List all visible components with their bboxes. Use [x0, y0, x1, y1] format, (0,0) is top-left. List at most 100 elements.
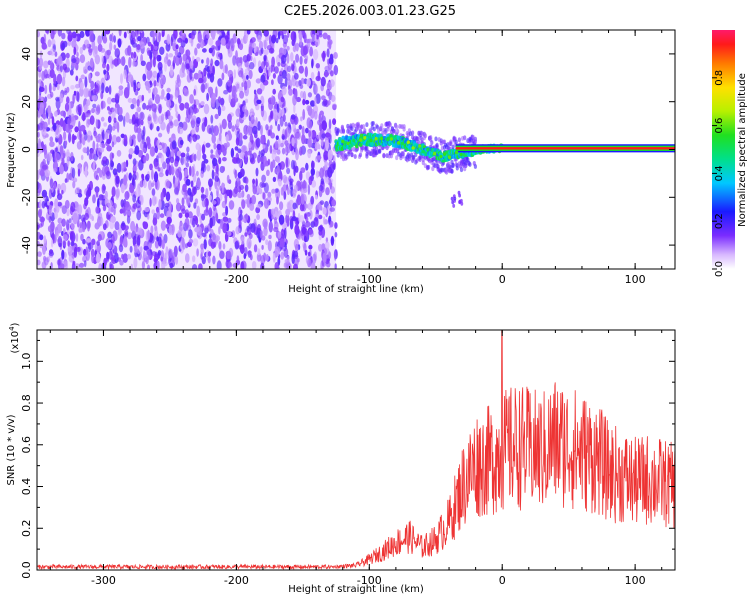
signal-tail	[460, 201, 464, 206]
signal-halo	[378, 148, 382, 154]
noise-cell	[70, 85, 75, 90]
noise-cell	[216, 260, 222, 269]
noise-cell	[301, 30, 305, 36]
noise-cell	[122, 176, 128, 185]
noise-cell	[128, 118, 133, 124]
noise-cell	[176, 74, 181, 84]
signal-halo	[396, 129, 400, 134]
noise-cell	[188, 106, 194, 116]
noise-cell	[64, 102, 70, 112]
noise-cell	[96, 221, 100, 229]
noise-cell	[173, 30, 178, 40]
noise-cell	[174, 160, 179, 167]
noise-cell	[256, 203, 262, 209]
noise-cell	[170, 163, 174, 175]
noise-cell	[126, 253, 132, 260]
noise-cell	[235, 137, 240, 146]
noise-cell	[287, 65, 292, 73]
noise-cell	[118, 106, 123, 116]
noise-cell	[263, 198, 270, 209]
signal-hotspot	[346, 141, 350, 146]
noise-cell	[304, 58, 308, 65]
noise-cell	[211, 200, 217, 205]
noise-cell	[76, 141, 82, 150]
noise-cell	[193, 72, 199, 80]
noise-cell	[210, 228, 214, 238]
noise-cell	[168, 53, 174, 58]
noise-cell	[214, 59, 220, 67]
noise-cell	[99, 147, 105, 153]
noise-cell	[315, 30, 321, 38]
spectrogram-signal-track	[334, 120, 675, 208]
noise-cell	[158, 76, 162, 89]
noise-cell	[197, 32, 203, 43]
noise-cell	[107, 199, 113, 208]
signal-halo	[341, 128, 346, 134]
noise-cell	[73, 246, 78, 258]
noise-cell	[277, 178, 282, 187]
signal-hotspot	[396, 141, 401, 145]
noise-cell	[140, 119, 144, 126]
signal-halo	[392, 129, 397, 134]
noise-cell	[154, 94, 161, 105]
noise-cell	[222, 147, 227, 157]
noise-cell	[254, 30, 259, 35]
noise-cell	[326, 48, 330, 58]
noise-cell	[231, 125, 235, 132]
noise-cell	[219, 218, 224, 230]
noise-cell	[258, 150, 261, 157]
noise-cell	[259, 181, 265, 188]
noise-cell	[39, 208, 43, 215]
noise-cell	[97, 43, 103, 53]
noise-cell	[49, 141, 55, 148]
noise-cell	[222, 216, 229, 222]
noise-cell	[276, 156, 281, 163]
noise-cell	[165, 180, 172, 188]
signal-tail	[453, 196, 457, 201]
noise-cell	[328, 251, 332, 260]
noise-cell	[51, 116, 55, 126]
noise-cell	[228, 179, 232, 185]
noise-cell	[129, 245, 133, 253]
noise-cell	[268, 47, 275, 54]
noise-cell	[295, 147, 298, 155]
noise-cell	[54, 51, 58, 57]
noise-cell	[175, 49, 179, 57]
noise-cell	[307, 137, 313, 148]
noise-cell	[46, 30, 50, 35]
noise-cell	[77, 131, 82, 140]
noise-cell	[280, 54, 287, 64]
noise-cell	[215, 86, 218, 98]
noise-cell	[138, 149, 143, 158]
x-tick-label: 0	[499, 273, 506, 286]
noise-cell	[137, 234, 141, 240]
noise-cell	[318, 188, 323, 198]
noise-cell	[49, 48, 56, 56]
noise-cell	[134, 226, 138, 234]
noise-cell	[142, 221, 149, 230]
noise-cell	[83, 260, 87, 268]
noise-cell	[114, 103, 120, 114]
noise-cell	[315, 75, 321, 82]
noise-cell	[101, 166, 106, 177]
noise-cell	[102, 156, 108, 164]
noise-cell	[315, 84, 318, 94]
noise-cell	[140, 141, 144, 150]
signal-tail	[452, 203, 456, 208]
noise-cell	[321, 133, 326, 139]
noise-cell	[218, 157, 222, 165]
noise-cell	[319, 200, 325, 205]
noise-cell	[61, 76, 66, 87]
noise-cell	[303, 137, 307, 145]
noise-cell	[185, 152, 190, 163]
noise-cell	[86, 220, 91, 232]
signal-halo	[372, 126, 376, 132]
noise-cell	[81, 133, 85, 145]
noise-cell	[263, 49, 269, 56]
noise-cell	[299, 55, 303, 65]
noise-cell	[260, 95, 265, 107]
noise-cell	[292, 188, 297, 197]
noise-cell	[120, 235, 123, 246]
noise-cell	[140, 60, 146, 67]
noise-cell	[270, 124, 273, 131]
